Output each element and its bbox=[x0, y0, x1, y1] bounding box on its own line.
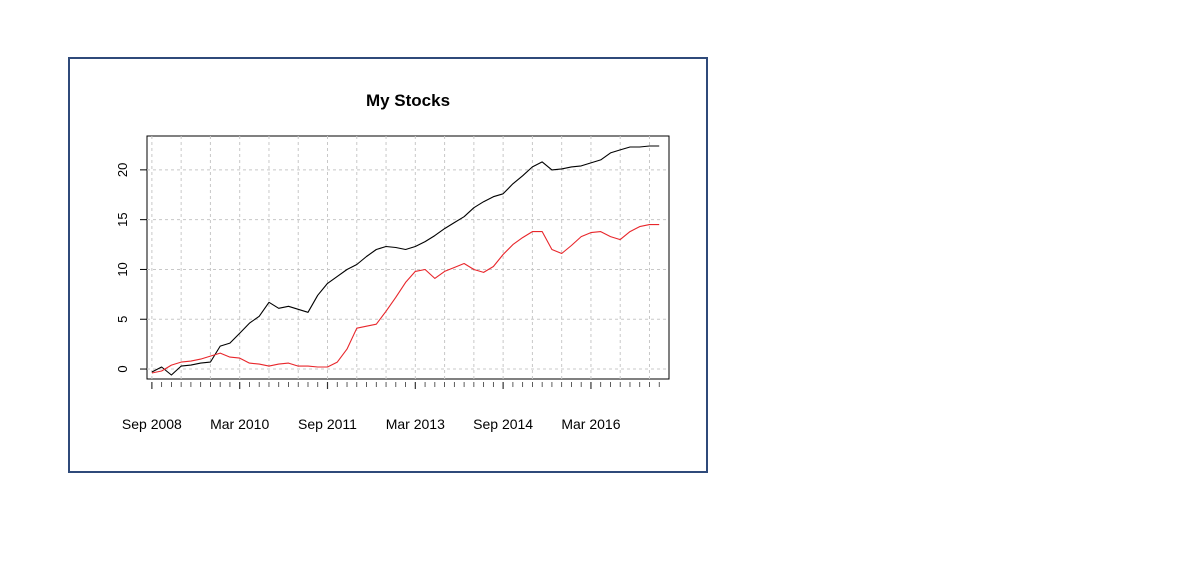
x-tick-label: Mar 2016 bbox=[561, 416, 620, 432]
y-tick-label: 5 bbox=[115, 316, 130, 323]
x-axis: Sep 2008 Mar 2010 Sep 2011 Mar 2013 Sep 2014… bbox=[122, 416, 621, 432]
plot-area bbox=[146, 135, 670, 380]
x-tick-label: Sep 2014 bbox=[473, 416, 533, 432]
grid bbox=[147, 136, 669, 379]
x-tick-label: Mar 2010 bbox=[210, 416, 269, 432]
y-tick-label: 20 bbox=[115, 163, 130, 177]
x-tick-label: Sep 2008 bbox=[122, 416, 182, 432]
y-tick-label: 10 bbox=[115, 262, 130, 276]
y-tick-label: 0 bbox=[115, 365, 130, 372]
series-line-black bbox=[151, 145, 660, 376]
y-tick-label: 15 bbox=[115, 212, 130, 226]
y-axis: 0 5 10 15 20 bbox=[115, 163, 147, 373]
series-line-red bbox=[151, 224, 660, 374]
x-tick-label: Mar 2013 bbox=[386, 416, 445, 432]
chart-title: My Stocks bbox=[366, 91, 450, 110]
x-tick-label: Sep 2011 bbox=[298, 416, 357, 432]
chart-frame: My Stocks 0 5 10 15 20 Sep 2008 Mar 2010 Sep 2… bbox=[68, 57, 708, 473]
series-layer bbox=[151, 145, 660, 376]
x-minor-ticks bbox=[151, 382, 660, 389]
